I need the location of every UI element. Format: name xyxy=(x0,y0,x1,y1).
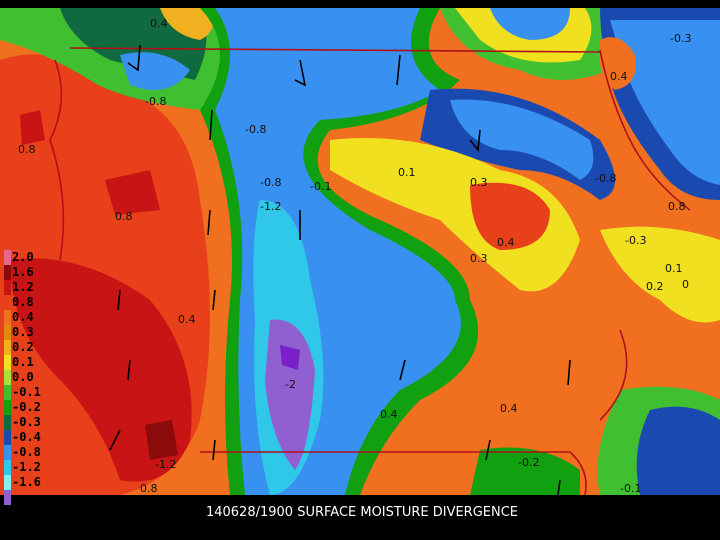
legend-label: 0.4 xyxy=(12,310,34,324)
contour-label: 0.1 xyxy=(398,166,416,179)
legend-label: 1.6 xyxy=(12,265,34,279)
legend-swatch xyxy=(4,340,11,355)
legend-label: 1.2 xyxy=(12,280,34,294)
legend-swatch xyxy=(4,415,11,430)
legend-label: 2.0 xyxy=(12,250,34,264)
legend-swatch xyxy=(4,475,11,490)
contour-label: -1.2 xyxy=(260,200,281,213)
contour-label: -1.2 xyxy=(155,458,176,471)
legend-label: -1.6 xyxy=(12,475,41,489)
contour-label: 0.4 xyxy=(178,313,196,326)
contour-label: 0.4 xyxy=(497,236,515,249)
contour-label: -0.8 xyxy=(245,123,266,136)
legend-swatch xyxy=(4,265,11,280)
legend-swatch xyxy=(4,280,11,295)
contour-label: -2 xyxy=(285,378,296,391)
contour-label: -0.1 xyxy=(620,482,641,495)
contour-label: 0.8 xyxy=(668,200,686,213)
legend-label: -0.3 xyxy=(12,415,41,429)
legend-label: 0.0 xyxy=(12,370,34,384)
legend-label: -0.8 xyxy=(12,445,41,459)
contour-label: 0.8 xyxy=(18,143,36,156)
contour-label: 0.4 xyxy=(380,408,398,421)
contour-label: 0.8 xyxy=(115,210,133,223)
legend-swatch xyxy=(4,295,11,310)
legend-swatch xyxy=(4,400,11,415)
state-boundaries xyxy=(49,47,691,496)
map-field xyxy=(0,8,720,496)
legend-swatch xyxy=(4,310,11,325)
contour-labels: 0.4 -0.8 -0.8 -0.8 -1.2 -2 0.8 0.8 0.4 0… xyxy=(18,17,691,495)
caption: 140628/1900 SURFACE MOISTURE DIVERGENCE xyxy=(206,505,518,520)
contour-label: 0.2 xyxy=(646,280,664,293)
legend-swatch xyxy=(4,355,11,370)
contour-label: 0.3 xyxy=(470,252,488,265)
contour-label: 0.3 xyxy=(470,176,488,189)
wind-barbs xyxy=(109,44,571,496)
contour-label: -0.8 xyxy=(595,172,616,185)
legend-label: 0.2 xyxy=(12,340,34,354)
legend-swatch xyxy=(4,250,11,265)
legend-label: -1.2 xyxy=(12,460,41,474)
contour-label: -0.8 xyxy=(260,176,281,189)
legend-swatch xyxy=(4,445,11,460)
legend-swatch xyxy=(4,370,11,385)
legend-label: -0.2 xyxy=(12,400,41,414)
contour-label: 0.1 xyxy=(665,262,683,275)
contour-label: -0.3 xyxy=(625,234,646,247)
legend-label: 0.1 xyxy=(12,355,34,369)
legend-swatch xyxy=(4,325,11,340)
contour-label: -0.1 xyxy=(310,180,331,193)
legend-swatch xyxy=(4,385,11,400)
legend-swatch xyxy=(4,490,11,505)
legend-swatch xyxy=(4,430,11,445)
contour-label: 0.8 xyxy=(140,482,158,495)
legend-label: 0.3 xyxy=(12,325,34,339)
contour-label: -0.3 xyxy=(670,32,691,45)
contour-label: -0.2 xyxy=(518,456,539,469)
contour-label: -0.8 xyxy=(145,95,166,108)
legend-label: -0.4 xyxy=(12,430,41,444)
legend-swatch xyxy=(4,460,11,475)
contour-label: 0 xyxy=(682,278,689,291)
contour-label: 0.4 xyxy=(500,402,518,415)
contour-label: 0.4 xyxy=(150,17,168,30)
legend-label: -0.1 xyxy=(12,385,41,399)
color-legend: 2.01.61.20.80.40.30.20.10.0-0.1-0.2-0.3-… xyxy=(4,250,41,505)
legend-label: 0.8 xyxy=(12,295,34,309)
contour-label: 0.4 xyxy=(610,70,628,83)
